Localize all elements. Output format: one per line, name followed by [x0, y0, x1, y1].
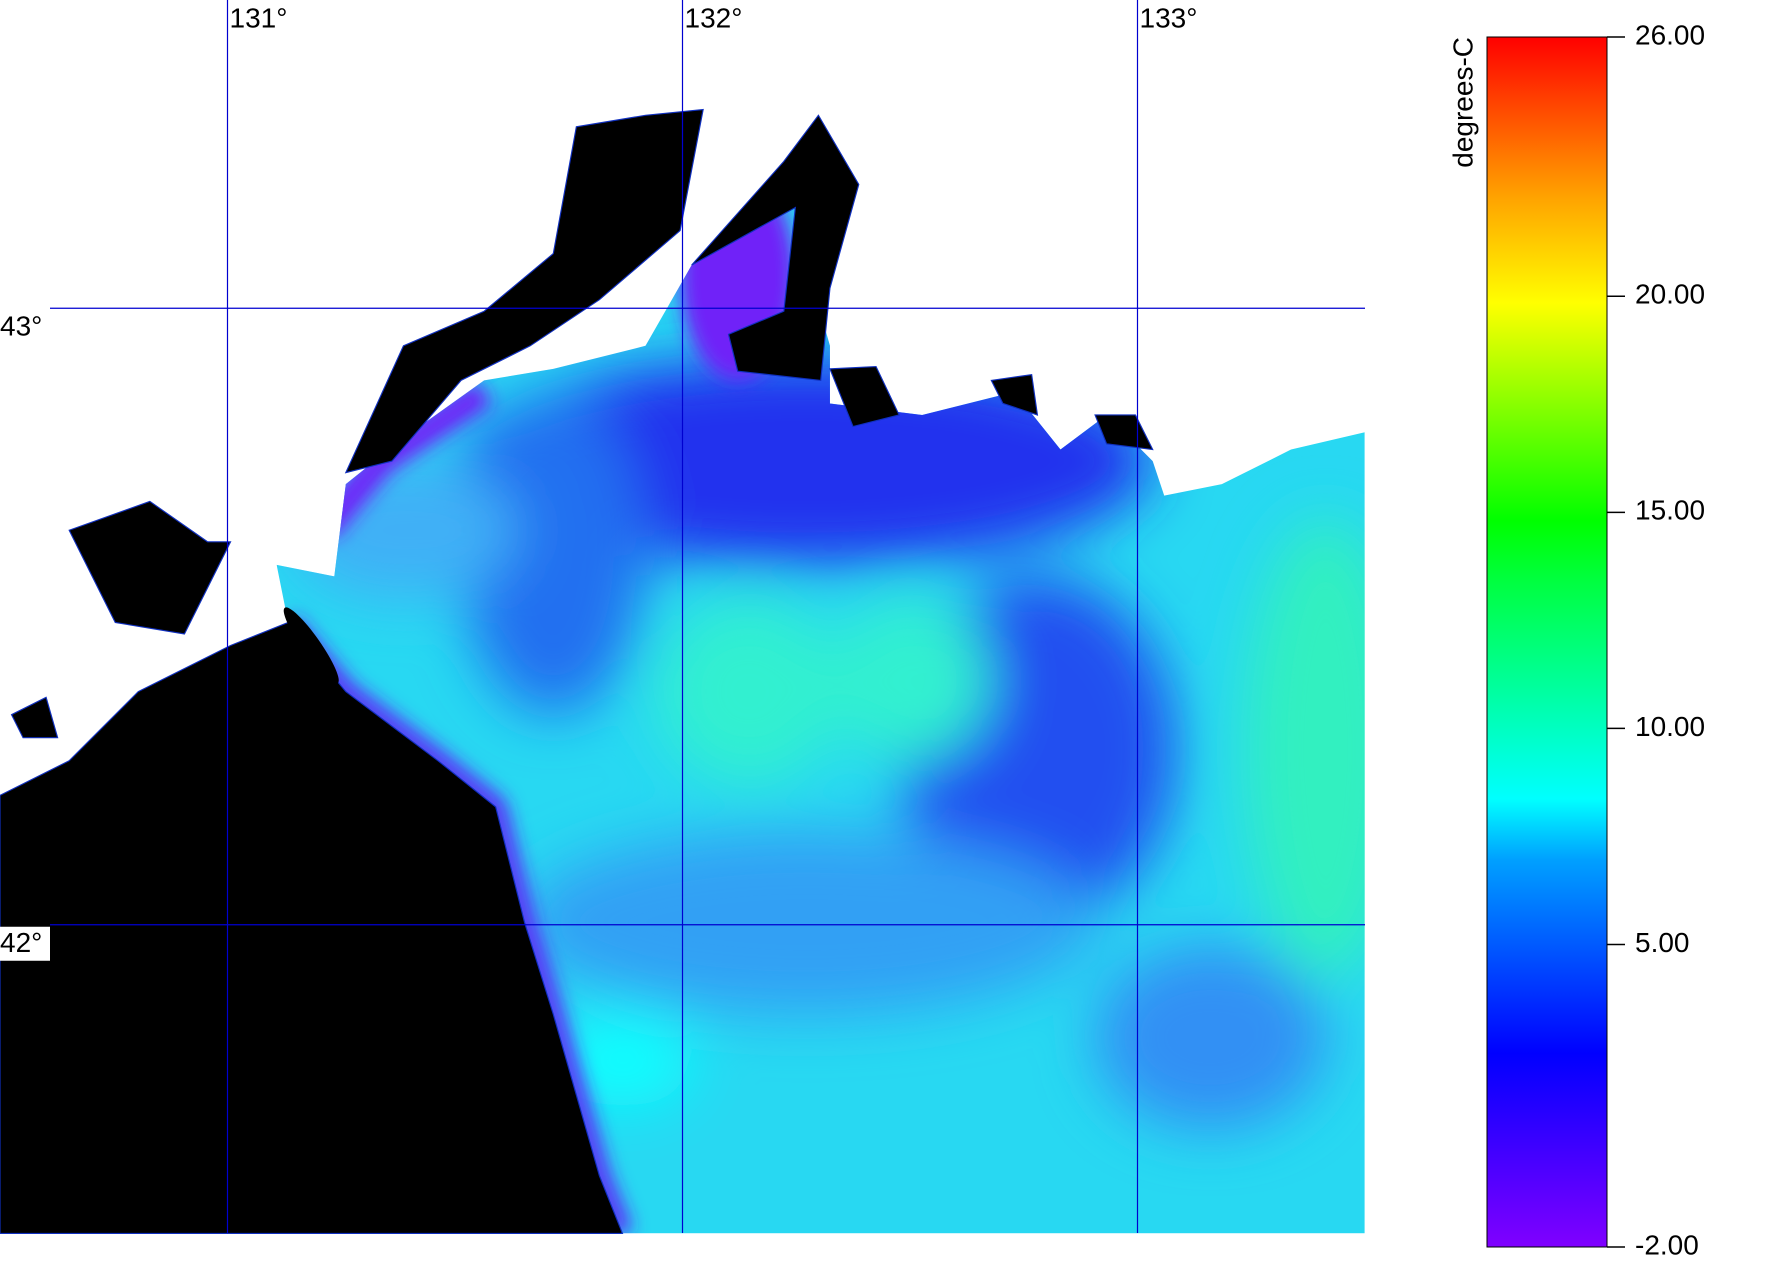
sst-map — [0, 108, 1365, 1234]
lat-label: 43° — [0, 311, 42, 342]
colorbar-tick-label: 20.00 — [1635, 279, 1705, 310]
colorbar-label: degrees-C — [1447, 37, 1478, 168]
lat-label-bg — [0, 926, 50, 961]
colorbar-tick-label: 10.00 — [1635, 711, 1705, 742]
graticule: 131° 132° 133° 43° 42° — [0, 0, 1365, 1233]
land — [0, 108, 1154, 1234]
lon-label: 133° — [1140, 2, 1198, 33]
lat-label-bg — [0, 310, 50, 345]
lat-label: 42° — [0, 927, 42, 958]
colorbar — [1486, 36, 1608, 1248]
colorbar-tick-label: 15.00 — [1635, 495, 1705, 526]
colorbar-tick-label: -2.00 — [1635, 1229, 1699, 1260]
lon-label: 132° — [685, 2, 743, 33]
lon-label: 131° — [230, 2, 288, 33]
colorbar-tick-label: 26.00 — [1635, 19, 1705, 50]
colorbar-tick-label: 5.00 — [1635, 927, 1690, 958]
